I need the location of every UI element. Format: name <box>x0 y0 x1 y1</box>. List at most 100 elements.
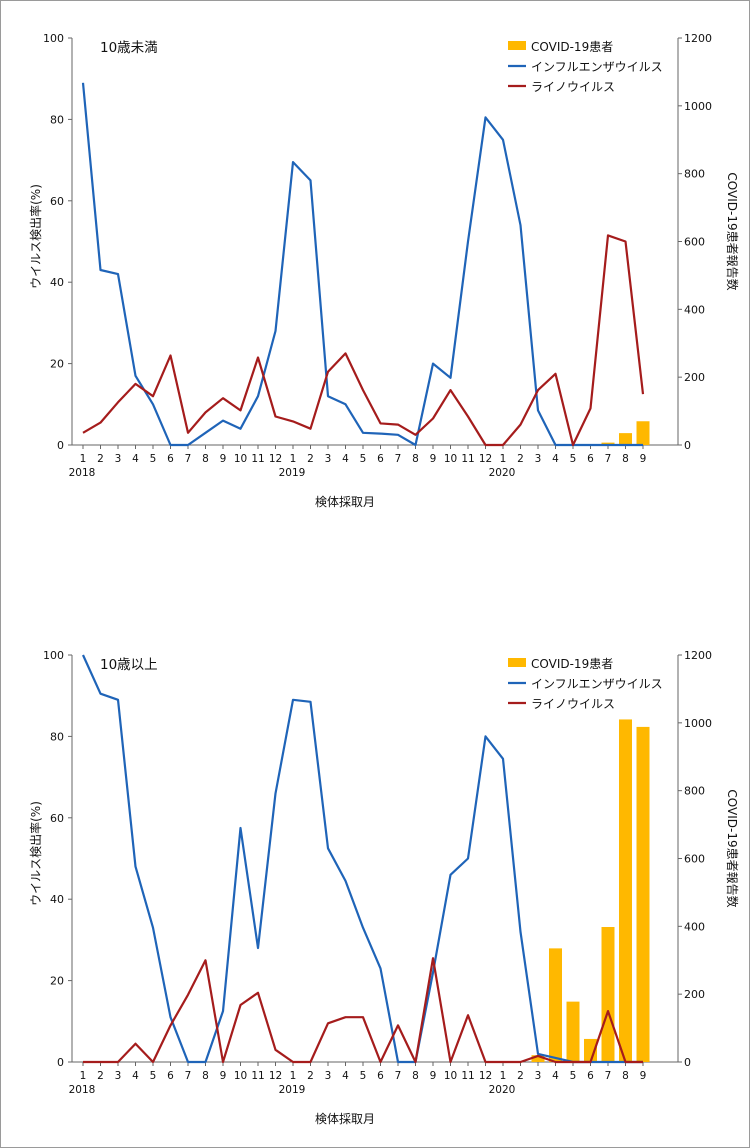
x-tick-label: 2 <box>517 453 524 465</box>
covid-bar <box>636 726 650 1062</box>
x-tick-label: 7 <box>395 453 402 465</box>
covid-bar <box>566 1001 580 1062</box>
x-tick-label: 5 <box>150 1070 157 1082</box>
legend-swatch-covid <box>508 658 526 667</box>
y2-tick-label: 1200 <box>684 649 712 662</box>
x-tick-label: 12 <box>269 453 282 465</box>
x-tick-label: 12 <box>269 1070 282 1082</box>
x-tick-label: 8 <box>412 453 419 465</box>
x-axis-title: 検体採取月 <box>315 1112 375 1126</box>
covid-bar <box>531 1055 545 1062</box>
x-tick-label: 5 <box>150 453 157 465</box>
x-tick-label: 10 <box>234 453 247 465</box>
y2-tick-label: 0 <box>684 1056 691 1069</box>
x-tick-label: 9 <box>220 453 227 465</box>
y-tick-label: 60 <box>50 195 64 208</box>
x-tick-label: 9 <box>640 453 647 465</box>
x-tick-label: 7 <box>185 453 192 465</box>
x-tick-label: 4 <box>552 1070 559 1082</box>
x-tick-label: 8 <box>412 1070 419 1082</box>
y2-tick-label: 800 <box>684 785 705 798</box>
x-tick-label: 7 <box>395 1070 402 1082</box>
x-tick-label: 6 <box>167 453 174 465</box>
x-tick-label: 6 <box>587 1070 594 1082</box>
y-axis-title: ウイルス検出率(%) <box>28 801 43 906</box>
y2-tick-label: 600 <box>684 853 705 866</box>
y-tick-label: 80 <box>50 730 64 743</box>
y-tick-label: 100 <box>43 32 64 45</box>
influenza-line <box>81 82 643 447</box>
x-tick-label: 5 <box>570 453 577 465</box>
y-tick-label: 0 <box>57 1056 64 1069</box>
legend-label: ライノウイルス <box>531 80 615 94</box>
covid-bar <box>601 927 615 1062</box>
rhinovirus-line <box>82 234 645 447</box>
x-tick-label: 11 <box>251 453 264 465</box>
y-tick-label: 100 <box>43 649 64 662</box>
x-tick-label: 2 <box>307 1070 314 1082</box>
covid-bar <box>584 1038 597 1062</box>
y-tick-label: 60 <box>50 812 64 825</box>
y-tick-label: 40 <box>50 276 64 289</box>
chart-title: 10歳以上 <box>100 657 158 673</box>
legend-swatch-covid <box>508 41 526 50</box>
covid-bar <box>636 421 650 445</box>
x-tick-label: 10 <box>444 453 457 465</box>
legend-label: COVID-19患者 <box>531 657 613 671</box>
y-tick-label: 20 <box>50 975 64 988</box>
x-tick-label: 5 <box>360 453 367 465</box>
y2-axis-title: COVID-19患者報告数 <box>725 172 740 290</box>
x-tick-label: 7 <box>605 453 612 465</box>
x-tick-label: 1 <box>290 1070 297 1082</box>
y2-tick-label: 800 <box>684 168 705 181</box>
y2-axis-title: COVID-19患者報告数 <box>725 789 740 907</box>
x-tick-label: 12 <box>479 453 492 465</box>
x-tick-label: 3 <box>325 1070 332 1082</box>
influenza-line <box>81 654 643 1064</box>
covid-bar <box>549 948 562 1062</box>
x-tick-label: 8 <box>622 453 629 465</box>
y2-tick-label: 1200 <box>684 32 712 45</box>
x-tick-label: 7 <box>185 1070 192 1082</box>
x-tick-label: 9 <box>220 1070 227 1082</box>
year-label: 2019 <box>279 1084 306 1096</box>
x-tick-label: 1 <box>500 453 507 465</box>
covid-bar <box>619 433 632 445</box>
y2-tick-label: 1000 <box>684 100 712 113</box>
x-tick-label: 2 <box>307 453 314 465</box>
legend-label: インフルエンザウイルス <box>531 60 663 74</box>
year-label: 2020 <box>489 1084 516 1096</box>
year-label: 2018 <box>69 1084 96 1096</box>
x-tick-label: 6 <box>587 453 594 465</box>
x-tick-label: 2 <box>97 453 104 465</box>
y-tick-label: 20 <box>50 358 64 371</box>
y-tick-label: 80 <box>50 113 64 126</box>
y-axis-title: ウイルス検出率(%) <box>28 184 43 289</box>
x-tick-label: 8 <box>202 1070 209 1082</box>
x-tick-label: 2 <box>517 1070 524 1082</box>
x-tick-label: 6 <box>377 1070 384 1082</box>
x-tick-label: 8 <box>202 453 209 465</box>
x-tick-label: 1 <box>80 453 87 465</box>
y2-tick-label: 200 <box>684 371 705 384</box>
x-tick-label: 9 <box>640 1070 647 1082</box>
x-tick-label: 11 <box>461 1070 474 1082</box>
x-tick-label: 4 <box>342 453 349 465</box>
y2-tick-label: 400 <box>684 303 705 316</box>
x-tick-label: 1 <box>500 1070 507 1082</box>
year-label: 2020 <box>489 467 516 479</box>
x-tick-label: 8 <box>622 1070 629 1082</box>
x-tick-label: 11 <box>461 453 474 465</box>
x-tick-label: 6 <box>167 1070 174 1082</box>
x-tick-label: 1 <box>80 1070 87 1082</box>
x-tick-label: 6 <box>377 453 384 465</box>
legend-label: インフルエンザウイルス <box>531 677 663 691</box>
y-tick-label: 0 <box>57 439 64 452</box>
x-tick-label: 10 <box>444 1070 457 1082</box>
x-tick-label: 4 <box>132 1070 139 1082</box>
x-tick-label: 3 <box>535 1070 542 1082</box>
x-tick-label: 4 <box>342 1070 349 1082</box>
